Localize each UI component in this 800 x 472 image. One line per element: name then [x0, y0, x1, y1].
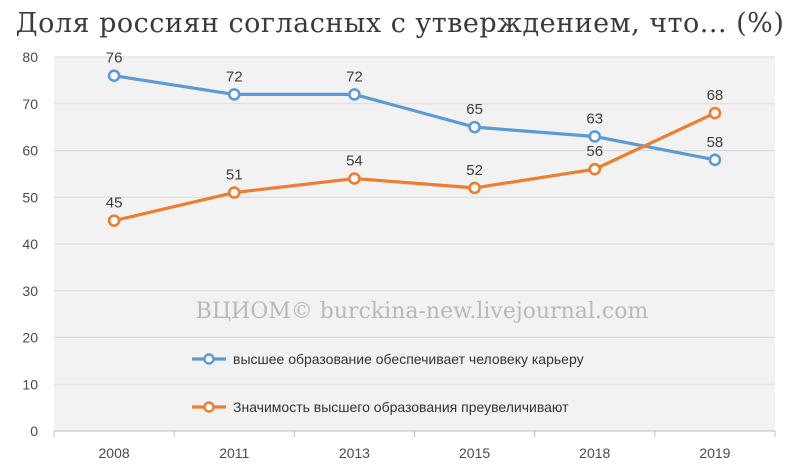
x-tick-label: 2008 — [99, 445, 130, 461]
data-point — [588, 162, 602, 176]
legend-label: Значимость высшего образования преувелич… — [233, 399, 569, 415]
data-label: 72 — [226, 68, 243, 85]
y-tick-label: 70 — [22, 96, 38, 112]
data-label: 63 — [586, 110, 603, 127]
series-layer: 76 72 72 65 63 58 45 51 54 52 56 68 — [106, 50, 724, 227]
data-point — [348, 88, 361, 101]
data-label: 65 — [466, 101, 483, 118]
data-label: 56 — [586, 143, 603, 160]
series-1 — [107, 69, 722, 167]
data-label: 54 — [346, 153, 363, 170]
x-tick-label: 2018 — [579, 445, 610, 461]
data-point — [227, 88, 241, 101]
legend-swatch-marker — [203, 353, 215, 365]
y-tick-label: 60 — [22, 143, 38, 159]
data-point — [107, 69, 121, 82]
data-label: 52 — [466, 162, 483, 179]
legend-item-2: Значимость высшего образования преувелич… — [192, 399, 569, 415]
x-tick-label: 2015 — [459, 445, 490, 461]
grid-lines — [54, 56, 775, 385]
data-point — [107, 214, 121, 227]
legend: высшее образование обеспечивает человеку… — [192, 351, 584, 415]
y-tick-label: 20 — [22, 330, 38, 346]
data-label: 76 — [106, 50, 123, 67]
watermark-text: ВЦИОМ© burckina-new.livejournal.com — [196, 299, 649, 324]
y-tick-label: 30 — [22, 283, 38, 299]
data-point — [708, 153, 722, 167]
data-point — [588, 130, 602, 143]
data-point — [468, 120, 481, 134]
data-point — [227, 186, 241, 199]
x-tick-label: 2019 — [699, 445, 730, 461]
series-line — [112, 74, 717, 162]
y-tick-label: 80 — [22, 49, 38, 65]
legend-label: высшее образование обеспечивает человеку… — [233, 351, 584, 367]
legend-swatch-marker — [203, 401, 215, 413]
x-axis: 2008 2011 2013 2015 2018 2019 — [53, 430, 776, 461]
chart-title: Доля россиян согласных с утверждением, ч… — [15, 8, 785, 39]
y-tick-label: 10 — [22, 376, 38, 392]
data-point — [468, 181, 481, 195]
x-tick-label: 2011 — [219, 445, 249, 461]
y-tick-label: 50 — [22, 189, 38, 205]
y-axis: 0 10 20 30 40 50 60 70 80 — [22, 49, 38, 439]
data-label: 58 — [707, 134, 724, 151]
data-label: 51 — [226, 167, 243, 184]
data-label: 68 — [707, 87, 724, 104]
y-tick-label: 0 — [30, 423, 38, 439]
data-point — [708, 106, 722, 120]
data-label: 72 — [346, 68, 363, 85]
data-point — [348, 172, 361, 185]
series-line — [112, 111, 717, 223]
x-tick-label: 2013 — [339, 445, 370, 461]
y-tick-label: 40 — [22, 236, 38, 252]
data-label: 45 — [106, 195, 123, 212]
series-2 — [107, 106, 722, 227]
legend-item-1: высшее образование обеспечивает человеку… — [192, 351, 584, 367]
